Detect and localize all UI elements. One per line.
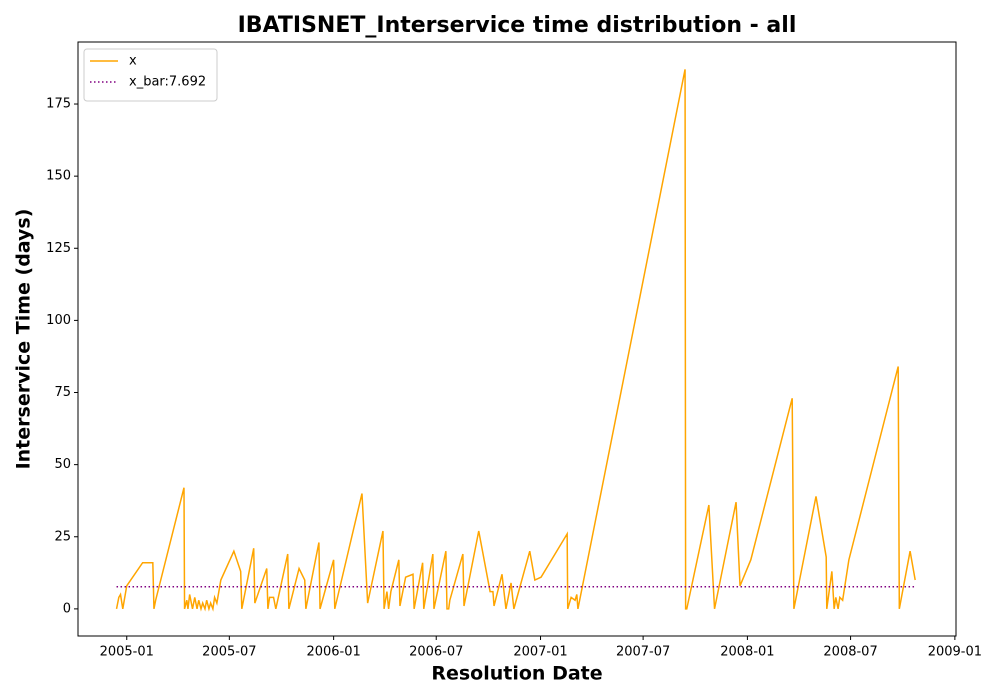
data-line: [115, 69, 916, 612]
y-tick-label: 150: [46, 169, 71, 184]
x-tick-label: 2006-01: [306, 645, 360, 660]
x-tick-label: 2006-07: [409, 645, 463, 660]
legend-box: [83, 48, 218, 102]
legend-label: x: [129, 54, 137, 69]
y-tick-label: 125: [46, 241, 71, 256]
y-axis-label: Interservice Time (days): [13, 209, 35, 470]
x-tick-label: 2005-07: [202, 645, 256, 660]
y-tick-label: 0: [63, 601, 71, 616]
x-tick-label: 2007-01: [513, 645, 567, 660]
y-tick-label: 25: [54, 529, 71, 544]
y-tick-label: 175: [46, 97, 71, 112]
chart-title: IBATISNET_Interservice time distribution…: [238, 13, 797, 38]
legend-label: x_bar:7.692: [129, 75, 206, 90]
x-tick-label: 2009-01: [928, 645, 982, 660]
x-tick-label: 2008-01: [720, 645, 774, 660]
x-tick-label: 2008-07: [823, 645, 877, 660]
y-tick-label: 100: [46, 313, 71, 328]
y-tick-label: 50: [54, 457, 71, 472]
x-axis-label: Resolution Date: [431, 663, 602, 685]
x-tick-label: 2005-01: [100, 645, 154, 660]
x-tick-label: 2007-07: [616, 645, 670, 660]
plot-frame: [77, 41, 957, 637]
y-tick-label: 75: [54, 385, 71, 400]
